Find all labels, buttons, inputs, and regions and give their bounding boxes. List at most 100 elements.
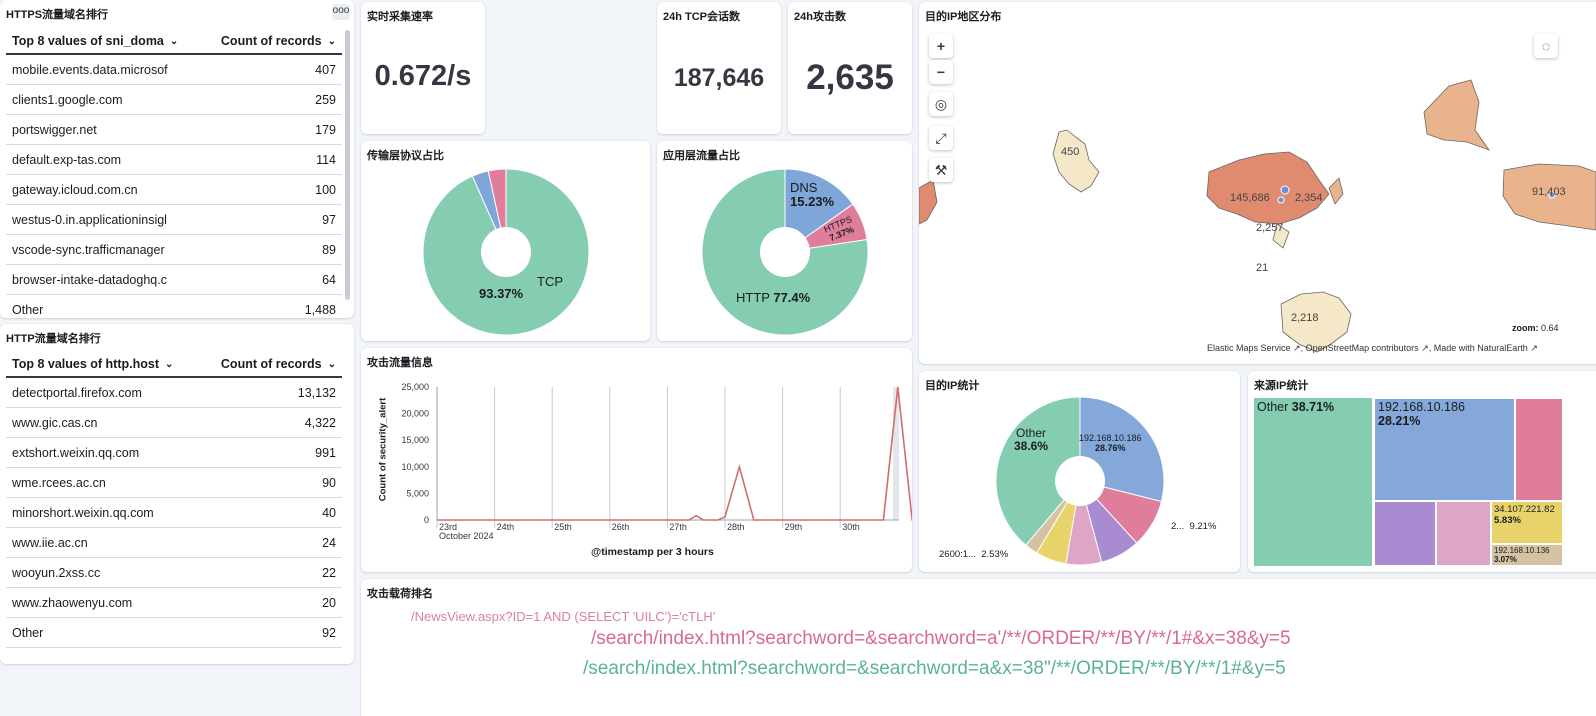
row-domain: wooyun.2xss.cc xyxy=(12,565,101,580)
chevron-down-icon: ⌄ xyxy=(165,358,174,370)
table-row[interactable]: wooyun.2xss.cc 22 xyxy=(6,558,342,588)
table-scrollbar[interactable] xyxy=(345,30,350,300)
attack-metric-panel: 24h攻击数 2,635 xyxy=(788,2,912,134)
y-tick-label: 0 xyxy=(424,515,429,525)
row-domain: detectportal.firefox.com xyxy=(12,385,142,400)
chevron-down-icon: ⌄ xyxy=(327,358,336,370)
table-row[interactable]: portswigger.net 179 xyxy=(6,115,342,145)
pie-slice[interactable] xyxy=(784,168,854,253)
row-count: 22 xyxy=(322,565,336,580)
x-tick-label: 29th xyxy=(785,522,803,532)
table-row[interactable]: www.iie.ac.cn 24 xyxy=(6,528,342,558)
tools-icon[interactable]: ⚒ xyxy=(929,158,953,182)
row-domain: vscode-sync.trafficmanager xyxy=(12,242,165,257)
more-options-button[interactable]: ooo xyxy=(332,4,350,20)
panel-title: HTTPS流量域名排行 xyxy=(6,9,109,21)
x-tick-label: 23rd xyxy=(439,522,457,532)
cell-name: 34.107.221.82 xyxy=(1494,504,1555,515)
table-row[interactable]: extshort.weixin.qq.com 991 xyxy=(6,438,342,468)
pie-slice[interactable] xyxy=(995,396,1081,546)
pie-slice[interactable] xyxy=(701,168,869,336)
row-count: 90 xyxy=(322,475,336,490)
y-tick-label: 15,000 xyxy=(401,435,429,445)
column-header-count[interactable]: Count of records ⌄ xyxy=(220,34,336,48)
map-label: 21 xyxy=(1256,262,1269,274)
layers-icon[interactable]: ◌ xyxy=(1534,34,1558,58)
attribution-link[interactable]: Elastic Maps Service xyxy=(1207,343,1291,353)
zoom-label: zoom: xyxy=(1512,323,1539,333)
external-link-icon: ↗ xyxy=(1421,343,1429,353)
treemap-other[interactable]: Other 38.71% xyxy=(1254,398,1373,566)
tcp-metric-panel: 24h TCP会话数 187,646 xyxy=(657,2,781,134)
table-row[interactable]: www.gic.cas.cn 4,322 xyxy=(6,408,342,438)
y-tick-label: 10,000 xyxy=(401,462,429,472)
row-count: 4,322 xyxy=(304,415,336,430)
app-donut-chart xyxy=(701,168,869,336)
table-row[interactable]: Other 92 xyxy=(6,618,342,648)
column-header-domain[interactable]: Top 8 values of sni_doma ⌄ xyxy=(12,34,179,48)
http-domain-panel: HTTP流量域名排行 Top 8 values of http.host ⌄ Co… xyxy=(0,324,354,664)
row-domain: Other xyxy=(12,625,44,640)
treemap-ip4[interactable]: 192.168.10.136 3.07% xyxy=(1491,544,1563,566)
slice-label-pct: 93.37% xyxy=(479,286,524,301)
panel-title: 传输层协议占比 xyxy=(367,150,444,162)
zoom-out-button[interactable]: − xyxy=(929,60,953,84)
other-label: Other 38.6% xyxy=(1014,427,1048,453)
panel-title: HTTP流量域名排行 xyxy=(6,333,101,345)
treemap-ip3[interactable]: 34.107.221.82 5.83% xyxy=(1491,501,1563,544)
table-row[interactable]: gateway.icloud.com.cn 100 xyxy=(6,175,342,205)
attack-payload-panel: 攻击载荷排名 /NewsView.aspx?ID=1 AND (SELECT '… xyxy=(361,579,1596,716)
row-domain: www.zhaowenyu.com xyxy=(12,595,133,610)
panel-title: 攻击载荷排名 xyxy=(367,588,433,600)
other-pct: 38.6% xyxy=(1014,439,1049,453)
map-region-alaska xyxy=(1423,79,1491,151)
table-row[interactable]: detectportal.firefox.com 13,132 xyxy=(6,378,342,408)
http-pct: 77.4% xyxy=(773,290,811,305)
table-row[interactable]: vscode-sync.trafficmanager 89 xyxy=(6,235,342,265)
left-slice-label: 2600:1... 2.53% xyxy=(939,549,1009,560)
map-region-australia xyxy=(1280,291,1352,353)
row-domain: westus-0.in.applicationinsigl xyxy=(12,212,167,227)
dns-name: DNS xyxy=(790,180,818,195)
locate-icon[interactable]: ◎ xyxy=(929,92,953,116)
external-link-icon: ↗ xyxy=(1530,343,1538,353)
y-tick-label: 20,000 xyxy=(401,409,429,419)
src-ip-panel: 来源IP统计 Other 38.71% 192.168.10.186 28.21… xyxy=(1248,371,1596,572)
column-header-count[interactable]: Count of records ⌄ xyxy=(220,357,336,371)
table-row[interactable]: clients1.google.com 259 xyxy=(6,85,342,115)
treemap-top-ip[interactable]: 192.168.10.186 28.21% xyxy=(1374,398,1515,501)
map-region-china xyxy=(1206,151,1330,225)
table-row[interactable]: browser-intake-datadoghq.c 64 xyxy=(6,265,342,295)
payload-item[interactable]: /search/index.html?searchword=&searchwor… xyxy=(591,628,1291,649)
column-header-domain[interactable]: Top 8 values of http.host ⌄ xyxy=(12,357,174,371)
top-ip-name: 192.168.10.186 xyxy=(1079,433,1142,443)
fullscreen-icon[interactable]: ⤢ xyxy=(929,126,953,150)
map-label: 91,403 xyxy=(1532,186,1566,198)
top-ip-label: 192.168.10.186 28.76% xyxy=(1079,433,1142,453)
treemap-cell[interactable] xyxy=(1374,501,1436,566)
row-count: 92 xyxy=(322,625,336,640)
table-row[interactable]: www.zhaowenyu.com 20 xyxy=(6,588,342,618)
table-row[interactable]: mobile.events.data.microsof 407 xyxy=(6,55,342,85)
row-domain: mobile.events.data.microsof xyxy=(12,62,168,77)
payload-item[interactable]: /search/index.html?searchword=&searchwor… xyxy=(583,658,1286,679)
x-axis-label: @timestamp per 3 hours xyxy=(591,546,714,558)
attribution-link[interactable]: Made with NaturalEarth xyxy=(1433,343,1528,353)
cell-pct: 3.07% xyxy=(1494,555,1517,564)
zoom-in-button[interactable]: + xyxy=(929,34,953,58)
table-row[interactable]: westus-0.in.applicationinsigl 97 xyxy=(6,205,342,235)
cell-pct: 28.21% xyxy=(1378,414,1421,428)
zoom-level: zoom: 0.64 xyxy=(1512,323,1559,333)
table-row[interactable]: wme.rcees.ac.cn 90 xyxy=(6,468,342,498)
treemap-cell[interactable] xyxy=(1515,398,1563,501)
series-line[interactable] xyxy=(437,386,912,521)
table-row[interactable]: Other 1,488 xyxy=(6,295,342,318)
attribution-link[interactable]: OpenStreetMap contributors xyxy=(1305,343,1419,353)
row-count: 13,132 xyxy=(297,385,336,400)
payload-item[interactable]: /NewsView.aspx?ID=1 AND (SELECT 'UILC')=… xyxy=(411,609,716,624)
table-row[interactable]: minorshort.weixin.qq.com 40 xyxy=(6,498,342,528)
map-attribution: Elastic Maps Service ↗, OpenStreetMap co… xyxy=(1207,343,1538,353)
x-tick-sublabel: October 2024 xyxy=(439,531,494,541)
table-row[interactable]: default.exp-tas.com 114 xyxy=(6,145,342,175)
treemap-cell[interactable] xyxy=(1436,501,1491,566)
